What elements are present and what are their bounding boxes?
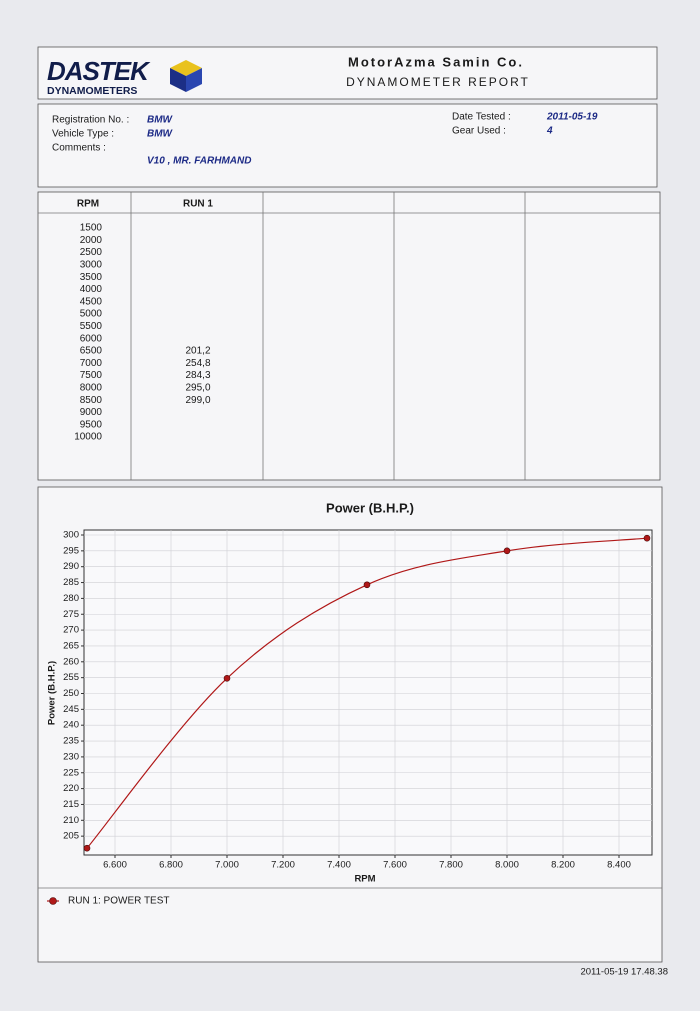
rpm-value: 7000: [80, 358, 103, 369]
rpm-value: 10000: [74, 432, 102, 443]
y-axis-label: Power (B.H.P.): [47, 661, 58, 725]
run-value: 299,0: [185, 395, 210, 406]
data-point: [363, 581, 371, 589]
company: MotorAzma Samin Co.: [348, 54, 524, 69]
legend-swatch: [49, 897, 57, 905]
field-label: Gear Used :: [452, 126, 506, 137]
logo-cube: [170, 60, 202, 92]
x-tick-label: 8.400: [607, 860, 631, 871]
rpm-value: 3000: [80, 260, 103, 271]
x-tick-label: 7.800: [439, 860, 463, 871]
x-axis-label: RPM: [354, 874, 375, 885]
y-tick-label: 275: [63, 609, 79, 620]
legend-label: RUN 1: POWER TEST: [68, 896, 170, 907]
run-value: 254,8: [185, 358, 210, 369]
rpm-value: 4000: [80, 284, 103, 295]
cube-left: [170, 68, 186, 92]
y-tick-label: 290: [63, 561, 79, 572]
rpm-value: 6000: [80, 333, 103, 344]
rpm-value: 5000: [80, 309, 103, 320]
y-tick-label: 265: [63, 640, 79, 651]
table-box: [37, 191, 661, 481]
field-value: 2011-05-19: [546, 112, 598, 123]
rpm-value: 4500: [80, 296, 103, 307]
y-tick-label: 300: [63, 530, 79, 541]
info-box: [37, 103, 658, 188]
y-tick-label: 230: [63, 751, 79, 762]
y-tick-label: 240: [63, 720, 79, 731]
rpm-value: 7500: [80, 370, 103, 381]
y-tick-label: 210: [63, 815, 79, 826]
x-tick-label: 7.400: [327, 860, 351, 871]
x-tick-label: 6.600: [103, 860, 127, 871]
rpm-value: 8000: [80, 383, 103, 394]
y-tick-label: 260: [63, 656, 79, 667]
rpm-value: 5500: [80, 321, 103, 332]
data-point: [503, 547, 511, 555]
x-tick-label: 6.800: [159, 860, 183, 871]
chart: 205 210 215 220 225 230 235 240 245 250 255 260 265 2…: [47, 530, 652, 885]
logo: DASTEK: [47, 56, 151, 86]
run-value: 201,2: [185, 346, 210, 357]
x-tick-label: 7.600: [383, 860, 407, 871]
rpm-value: 8500: [80, 395, 103, 406]
y-tick-label: 270: [63, 625, 79, 636]
rpm-value: 9000: [80, 407, 103, 418]
chart-title: Power (B.H.P.): [326, 500, 414, 515]
y-tick-label: 205: [63, 831, 79, 842]
table-header: RPM: [77, 199, 99, 210]
x-tick-label: 7.200: [271, 860, 295, 871]
header-box: [37, 46, 658, 100]
data-point: [643, 534, 651, 542]
field-label: Comments :: [52, 143, 106, 154]
y-tick-label: 220: [63, 783, 79, 794]
field-value: BMW: [147, 115, 174, 126]
x-tick-label: 7.000: [215, 860, 239, 871]
cube-right: [186, 68, 202, 92]
rpm-value: 3500: [80, 272, 103, 283]
x-tick-label: 8.200: [551, 860, 575, 871]
rpm-value: 6500: [80, 346, 103, 357]
timestamp: 2011-05-19 17.48.38: [580, 967, 668, 978]
rpm-value: 1500: [80, 223, 103, 234]
report-title: DYNAMOMETER REPORT: [346, 75, 530, 89]
run-value: 295,0: [185, 383, 210, 394]
y-tick-label: 235: [63, 736, 79, 747]
rpm-value: 2000: [80, 235, 103, 246]
field-label: Vehicle Type :: [52, 129, 114, 140]
run-value: 284,3: [185, 370, 210, 381]
x-tick-label: 8.000: [495, 860, 519, 871]
data-point: [223, 674, 231, 682]
logo-sub: DYNAMOMETERS: [47, 85, 137, 97]
rpm-value: 2500: [80, 247, 103, 258]
y-tick-label: 295: [63, 545, 79, 556]
y-tick-label: 245: [63, 704, 79, 715]
data-point: [83, 844, 91, 852]
rpm-value: 9500: [80, 419, 103, 430]
y-tick-label: 255: [63, 672, 79, 683]
y-tick-label: 225: [63, 767, 79, 778]
field-label: Date Tested :: [452, 112, 511, 123]
y-tick-label: 215: [63, 799, 79, 810]
field-value: 4: [546, 126, 553, 137]
field-value: BMW: [147, 129, 174, 140]
y-tick-label: 280: [63, 593, 79, 604]
plot-area: [83, 529, 653, 856]
y-tick-label: 285: [63, 577, 79, 588]
field-value: V10 , MR. FARHMAND: [147, 156, 251, 167]
table-header: RUN 1: [183, 199, 213, 210]
y-tick-label: 250: [63, 688, 79, 699]
series-line: [86, 537, 648, 849]
field-label: Registration No. :: [52, 115, 129, 126]
